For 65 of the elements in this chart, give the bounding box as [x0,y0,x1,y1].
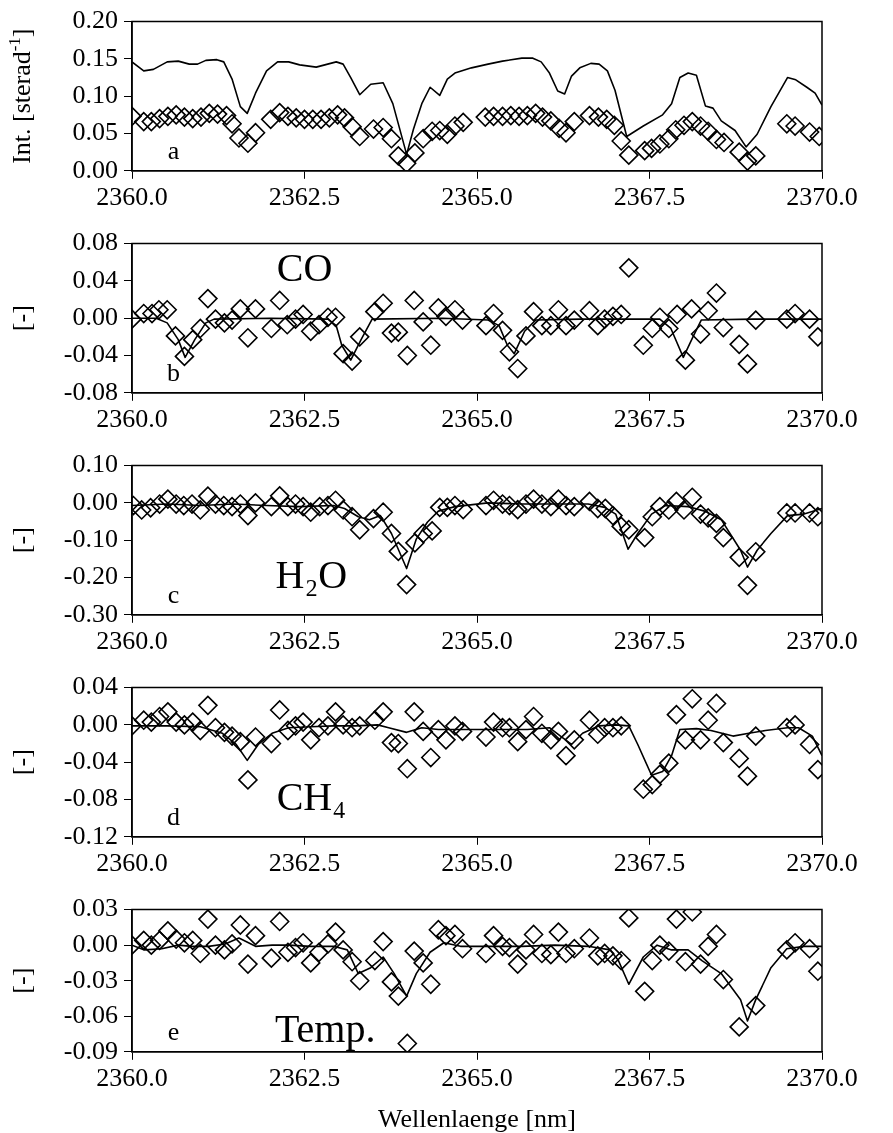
y-tick-label: -0.09 [63,1035,118,1065]
y-axis-title: [-] [7,967,36,994]
y-axis-title: [-] [7,527,36,554]
y-tick-label: -0.03 [63,964,118,994]
x-tick-label: 2365.0 [441,404,513,434]
annotation: e [167,1017,180,1047]
y-tick-label: -0.04 [63,339,118,369]
x-tick-label: 2370.0 [786,404,858,434]
x-tick-label: 2360.0 [96,404,168,434]
x-tick-label: 2362.5 [268,1063,341,1093]
y-tick-label: 0.10 [72,449,118,479]
annotation: H₂O [275,551,348,597]
y-tick-label: 0.00 [72,154,118,184]
x-tick-label: 2360.0 [96,626,168,656]
y-tick-label: 0.00 [72,302,118,332]
x-tick-label: 2367.5 [613,1063,686,1093]
y-tick-label: 0.15 [72,42,118,72]
x-tick-label: 2370.0 [786,1063,858,1093]
x-tick-label: 2365.0 [441,1063,513,1093]
annotation: CO [276,244,333,290]
x-tick-label: 2367.5 [613,848,686,878]
x-tick-label: 2362.5 [268,848,341,878]
y-tick-label: -0.20 [63,561,118,591]
y-axis-title: [-] [7,305,36,332]
x-tick-label: 2360.0 [96,1063,168,1093]
x-tick-label: 2360.0 [96,848,168,878]
x-tick-label: 2367.5 [613,182,686,212]
y-tick-label: 0.00 [72,928,118,958]
x-tick-label: 2365.0 [441,182,513,212]
x-tick-label: 2362.5 [268,182,341,212]
annotation: c [167,579,180,609]
y-tick-label: -0.08 [63,783,118,813]
y-tick-label: 0.00 [72,708,118,738]
y-tick-label: 0.05 [72,117,118,147]
x-tick-label: 2370.0 [786,626,858,656]
annotation: a [167,135,180,165]
x-tick-label: 2367.5 [613,404,686,434]
x-tick-label: 2370.0 [786,182,858,212]
y-tick-label: 0.04 [72,264,118,294]
y-tick-label: -0.04 [63,746,118,776]
y-tick-label: 0.10 [72,80,118,110]
y-tick-label: -0.30 [63,598,118,628]
x-axis-title: Wellenlaenge [nm] [378,1104,576,1133]
y-tick-label: 0.08 [72,227,118,257]
x-tick-label: 2365.0 [441,626,513,656]
x-tick-label: 2362.5 [268,626,341,656]
y-tick-label: -0.06 [63,1000,118,1030]
y-tick-label: 0.00 [72,486,118,516]
x-tick-label: 2360.0 [96,182,168,212]
y-tick-label: -0.12 [63,820,118,850]
y-tick-label: -0.10 [63,524,118,554]
y-tick-label: 0.20 [72,5,118,35]
annotation: b [166,357,180,387]
y-axis-title: Int. [sterad-1] [4,28,36,164]
y-tick-label: 0.03 [72,893,118,923]
annotation: d [166,801,180,831]
x-tick-label: 2370.0 [786,848,858,878]
x-tick-label: 2365.0 [441,848,513,878]
x-tick-label: 2362.5 [268,404,341,434]
x-tick-label: 2367.5 [613,626,686,656]
y-axis-title: [-] [7,749,36,776]
y-tick-label: -0.08 [63,376,118,406]
y-tick-label: 0.04 [72,671,118,701]
annotation: CH₄ [276,773,347,819]
annotation: Temp. [274,1005,376,1051]
